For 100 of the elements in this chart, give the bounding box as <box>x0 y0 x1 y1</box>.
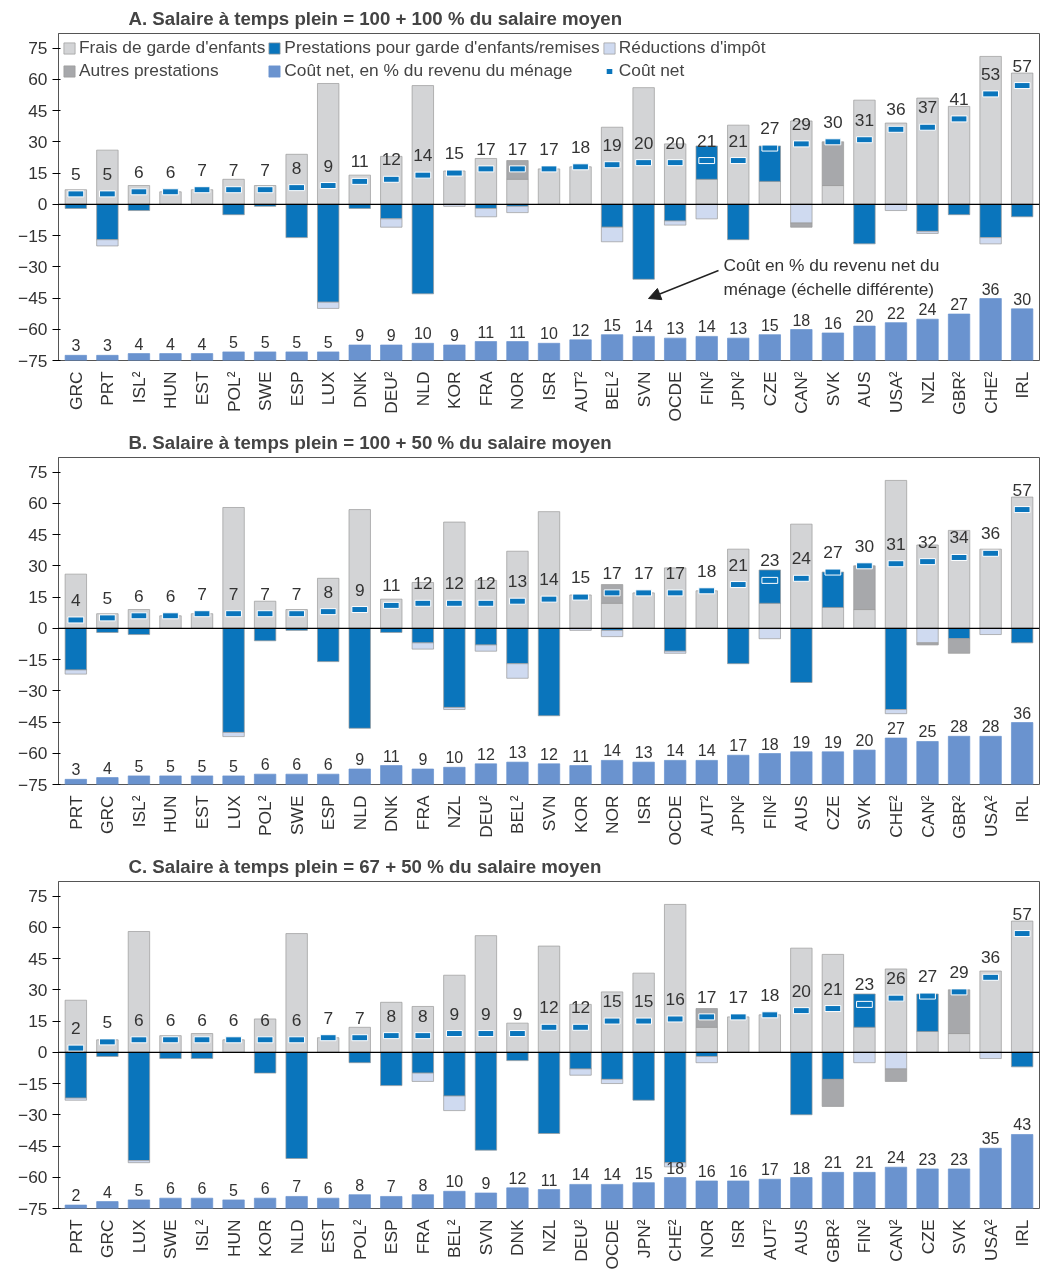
data-label: 28 <box>950 718 969 736</box>
data-label: 9 <box>386 327 396 345</box>
data-label: 7 <box>197 159 207 180</box>
legend-label: Prestations pour garde d'enfants/remises <box>284 37 600 58</box>
data-label: 29 <box>791 113 811 134</box>
bar <box>285 773 308 785</box>
data-label: 12 <box>571 321 590 339</box>
y-tick-label: 15 <box>28 587 48 608</box>
data-label: 18 <box>760 735 779 753</box>
data-label: 4 <box>166 335 176 353</box>
data-label: 29 <box>949 961 969 982</box>
x-tick-label: SVN <box>539 795 559 832</box>
x-tick-label: DNK <box>507 1219 528 1257</box>
data-label: 16 <box>697 1162 716 1180</box>
data-label: 19 <box>602 134 622 155</box>
x-tick-label: AUT² <box>570 371 591 412</box>
bar <box>569 1184 592 1209</box>
data-label: 8 <box>418 1176 428 1194</box>
data-label: 13 <box>508 744 527 762</box>
data-label: 21 <box>697 130 717 151</box>
data-label: 15 <box>602 991 622 1012</box>
x-tick-label: HUN <box>160 371 181 410</box>
bar <box>537 763 561 785</box>
x-tick-label: ISR <box>633 795 654 825</box>
y-tick-label: −60 <box>18 1167 48 1188</box>
bar <box>348 344 371 361</box>
data-label: 12 <box>570 997 591 1018</box>
data-label: 27 <box>917 966 938 987</box>
data-label: 19 <box>792 733 811 751</box>
y-tick-label: −15 <box>18 649 48 670</box>
bar <box>821 332 844 361</box>
x-tick-label: LUX <box>223 795 244 830</box>
data-label: 11 <box>382 575 401 596</box>
x-tick-label: OCDE <box>602 1219 623 1270</box>
data-label: 27 <box>887 720 905 738</box>
data-label: 4 <box>197 335 207 353</box>
bar <box>821 751 844 785</box>
x-tick-label: EST <box>192 371 213 406</box>
data-label: 10 <box>540 325 558 343</box>
y-tick-label: 30 <box>28 979 48 1000</box>
data-label: 17 <box>633 562 654 583</box>
data-label: 6 <box>323 756 333 774</box>
bar <box>317 351 340 361</box>
data-label: 14 <box>634 318 653 336</box>
data-label: 53 <box>980 63 1001 84</box>
data-label: 13 <box>634 744 653 762</box>
x-tick-label: DEU² <box>381 371 402 414</box>
data-label: 17 <box>602 562 622 583</box>
chart-title: B. Salaire à temps plein = 100 + 50 % du salaire moyen <box>128 431 612 453</box>
x-tick-label: KOR <box>444 371 465 410</box>
bar <box>664 760 687 785</box>
x-tick-label: SWE <box>255 371 276 411</box>
y-tick-label: −75 <box>18 1198 48 1219</box>
bar <box>695 1056 718 1064</box>
bar <box>474 763 497 785</box>
bar <box>380 1196 403 1209</box>
data-label: 20 <box>855 732 874 750</box>
bar <box>506 341 529 361</box>
bar <box>758 1178 781 1209</box>
data-label: 18 <box>792 311 811 329</box>
data-label: 22 <box>887 304 905 322</box>
data-label: 36 <box>1013 704 1032 722</box>
x-tick-label: NLD <box>349 795 370 831</box>
data-label: 6 <box>197 1009 207 1030</box>
data-label: 8 <box>355 1176 365 1194</box>
data-label: 8 <box>323 581 334 602</box>
bar <box>884 737 908 785</box>
x-tick-label: LUX <box>128 1219 149 1254</box>
data-label: 16 <box>823 314 842 332</box>
y-tick-label: −15 <box>18 225 48 246</box>
data-label: 6 <box>260 1180 270 1198</box>
bar <box>947 735 971 785</box>
data-label: 14 <box>413 145 433 166</box>
data-label: 2 <box>71 1187 81 1205</box>
data-label: 4 <box>102 1183 112 1201</box>
y-tick-label: −30 <box>18 1104 48 1125</box>
bar <box>190 353 214 361</box>
data-label: 24 <box>791 548 812 569</box>
y-tick-label: −45 <box>18 1136 48 1157</box>
y-tick-label: −15 <box>18 1073 48 1094</box>
y-tick-label: 75 <box>28 886 48 907</box>
bar <box>285 351 308 361</box>
legend-label: Coût net, en % du revenu du ménage <box>284 60 573 81</box>
bar <box>1011 722 1034 785</box>
data-label: 12 <box>476 573 496 594</box>
x-tick-label: DNK <box>349 371 370 409</box>
data-label: 9 <box>323 155 334 176</box>
y-tick-label: 75 <box>28 38 48 59</box>
data-label: 11 <box>382 747 400 765</box>
data-label: 2 <box>71 1018 81 1039</box>
data-label: 5 <box>102 1011 113 1032</box>
data-label: 9 <box>449 327 459 345</box>
x-tick-label: CAN² <box>791 371 812 414</box>
bar <box>537 1189 561 1209</box>
x-tick-label: ISR <box>539 371 559 401</box>
x-tick-label: ISL² <box>128 371 149 404</box>
bar <box>947 1168 971 1209</box>
bar <box>254 1197 277 1209</box>
bar <box>916 1168 939 1209</box>
y-tick-label: 0 <box>37 618 48 639</box>
